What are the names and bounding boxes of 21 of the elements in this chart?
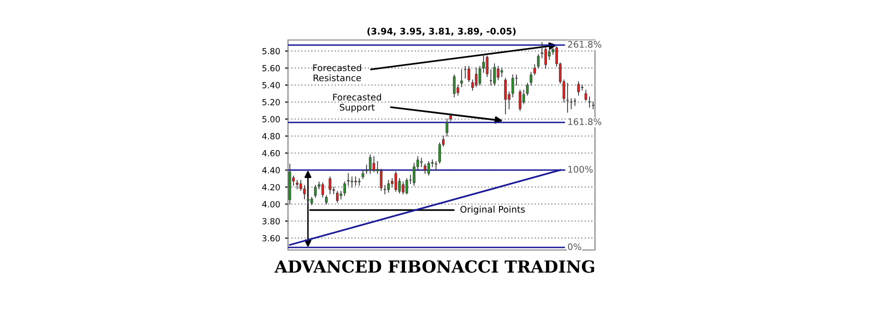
y-tick-label: 4.20 [262,184,280,190]
annotation: 0% [568,243,582,250]
annotation: 100% [568,166,593,173]
y-tick-label: 4.00 [262,201,280,208]
y-tick-label: 5.40 [262,82,280,88]
y-tick-label: 4.40 [262,167,280,174]
y-tick-label: 3.80 [262,218,280,224]
y-tick-label: 3.60 [262,235,280,242]
y-tick-label: 5.80 [262,48,280,54]
y-tick-label: 5.60 [262,65,280,72]
chart-title: (3.94, 3.95, 3.81, 3.89, -0.05) [367,28,516,36]
y-tick-label: 5.00 [262,116,280,122]
y-tick-label: 4.60 [262,150,280,156]
text: ADVANCED FIBONACCI TRADING [274,260,594,273]
annotation: Forecasted Resistance [313,64,362,82]
annotation: Forecasted Support [333,94,381,112]
y-tick-label: 5.20 [262,99,280,106]
annotation: 261.8% [568,40,602,48]
y-tick-label: 4.80 [262,133,280,140]
annotation: 161.8% [568,118,602,126]
annotation: Original Points [460,206,525,214]
